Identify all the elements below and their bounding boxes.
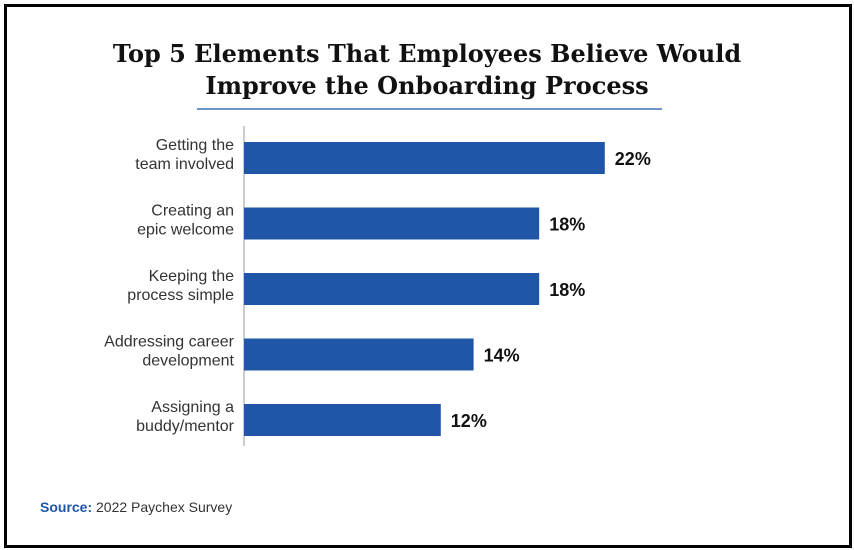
source-text: 2022 Paychex Survey: [92, 499, 233, 515]
category-label-2-line-1: Keeping the: [149, 268, 235, 285]
chart-title: Top 5 Elements That Employees Believe Wo…: [0, 38, 854, 102]
category-label-4-line-1: Assigning a: [151, 399, 234, 416]
category-label-4-line-2: buddy/mentor: [136, 418, 235, 435]
bar-0: [244, 142, 605, 174]
category-label-3-line-2: development: [142, 353, 234, 370]
bar-4: [244, 404, 441, 436]
category-label-0-line-2: team involved: [135, 156, 234, 173]
value-label-2: 18%: [549, 280, 585, 300]
value-label-4: 12%: [451, 411, 487, 431]
bar-1: [244, 207, 540, 240]
value-label-1: 18%: [549, 215, 585, 235]
category-label-3-line-1: Addressing career: [104, 334, 235, 351]
bar-2: [244, 273, 540, 305]
bar-3: [244, 338, 474, 371]
category-label-0-line-1: Getting the: [156, 137, 234, 154]
category-label-1-line-2: epic welcome: [137, 222, 234, 239]
chart-title-line-1: Top 5 Elements That Employees Believe Wo…: [112, 39, 742, 68]
value-label-0: 22%: [615, 149, 651, 169]
chart-title-line-2: Improve the Onboarding Process: [205, 71, 649, 100]
source-note: Source: 2022 Paychex Survey: [40, 499, 232, 515]
value-label-3: 14%: [484, 346, 520, 366]
category-label-1-line-1: Creating an: [151, 203, 234, 220]
category-label-2-line-2: process simple: [127, 287, 234, 304]
source-key: Source:: [40, 499, 93, 515]
title-underline: [197, 108, 662, 110]
